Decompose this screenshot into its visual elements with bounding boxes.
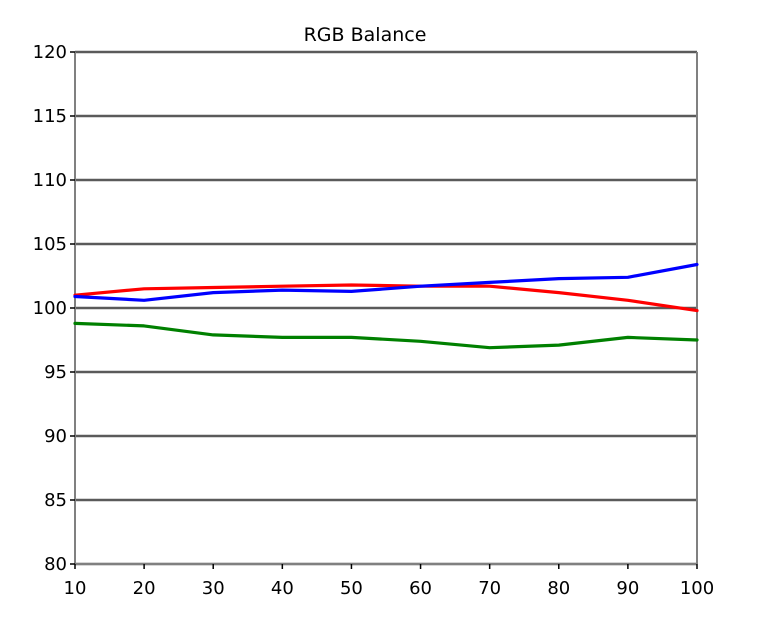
y-tick-label: 115 xyxy=(33,106,67,127)
x-tick-label: 40 xyxy=(271,578,294,599)
axis-layer xyxy=(70,51,698,569)
y-tick-label: 90 xyxy=(44,426,67,447)
series-line-blue xyxy=(73,262,699,302)
x-tick-label: 30 xyxy=(202,578,225,599)
y-tick-label: 105 xyxy=(33,234,67,255)
grid-layer xyxy=(75,50,697,566)
y-tick-label: 85 xyxy=(44,490,67,511)
series-line-green xyxy=(73,321,699,350)
x-tick-label: 100 xyxy=(680,578,714,599)
x-tick-label: 80 xyxy=(547,578,570,599)
y-tick-label: 95 xyxy=(44,362,67,383)
y-tick-label: 120 xyxy=(33,42,67,63)
x-tick-label: 10 xyxy=(64,578,87,599)
chart-title: RGB Balance xyxy=(304,24,427,46)
x-tick-label: 50 xyxy=(340,578,363,599)
series-line-red xyxy=(73,283,699,313)
x-tick-label: 90 xyxy=(616,578,639,599)
y-tick-label: 100 xyxy=(33,298,67,319)
x-tick-label: 20 xyxy=(133,578,156,599)
y-tick-label: 110 xyxy=(33,170,67,191)
tick-labels: 80 85 90 95 100 105 110 115 120 10 20 30 40 50 60 70 80 9… xyxy=(33,42,715,599)
series-layer xyxy=(73,262,699,350)
y-tick-label: 80 xyxy=(44,554,67,575)
x-tick-label: 60 xyxy=(409,578,432,599)
x-tick-label: 70 xyxy=(478,578,501,599)
